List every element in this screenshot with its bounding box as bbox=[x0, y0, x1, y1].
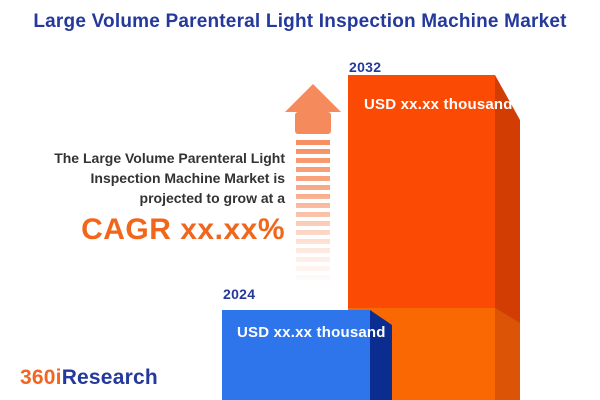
bar-2024-side bbox=[370, 310, 392, 400]
bar-2032-year-label: 2032 bbox=[349, 59, 382, 75]
growth-arrow-neck bbox=[295, 112, 331, 134]
bar-2032-value-label: USD xx.xx thousand bbox=[364, 96, 513, 113]
brand-logo-part1: 360i bbox=[20, 366, 62, 389]
page-title: Large Volume Parenteral Light Inspection… bbox=[33, 11, 567, 32]
bar-2024-year-label: 2024 bbox=[223, 286, 256, 302]
bar-2024-face bbox=[222, 310, 370, 400]
annotation-line-3: projected to grow at a bbox=[139, 190, 285, 206]
brand-logo: 360iResearch bbox=[20, 366, 158, 390]
bar-2032-side-upper bbox=[495, 75, 520, 308]
annotation-line-2: Inspection Machine Market is bbox=[90, 170, 286, 186]
cagr-value: CAGR xx.xx% bbox=[81, 213, 285, 246]
brand-logo-part2: Research bbox=[61, 366, 158, 389]
annotation-line-1: The Large Volume Parenteral Light bbox=[54, 150, 285, 166]
bar-2024-value-label: USD xx.xx thousand bbox=[237, 324, 386, 341]
market-growth-annotation: The Large Volume Parenteral Light Inspec… bbox=[10, 148, 285, 247]
growth-arrow-icon bbox=[285, 84, 341, 112]
growth-arrow-dashes bbox=[296, 140, 330, 286]
bar-2032-face-upper bbox=[348, 75, 495, 308]
bar-2032-side-lower bbox=[495, 308, 520, 400]
